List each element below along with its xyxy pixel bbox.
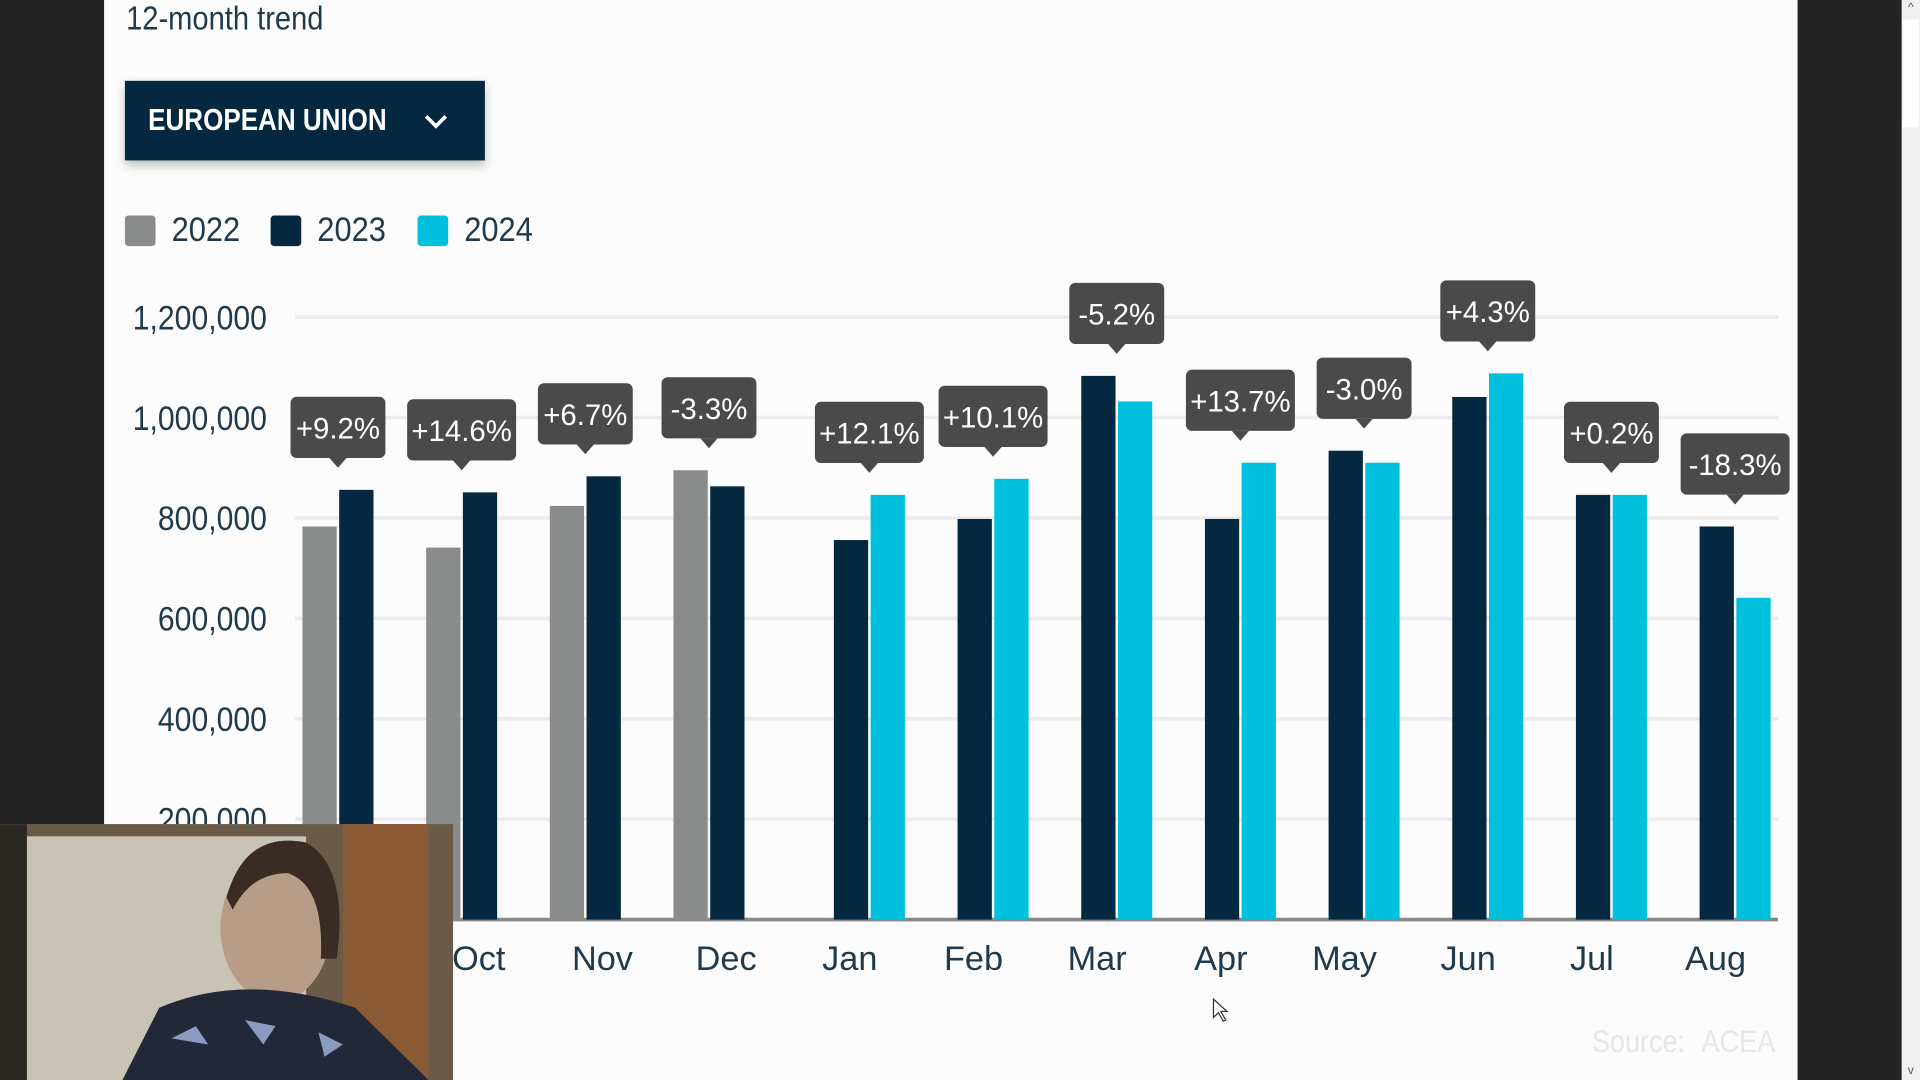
bar-2023 [833, 540, 869, 920]
bar-2023 [1204, 518, 1240, 920]
y-tick-label: 1,200,000 [133, 299, 267, 337]
webcam-overlay [0, 824, 454, 1080]
region-dropdown[interactable]: EUROPEAN UNION [124, 80, 485, 161]
change-label: -5.2% [1078, 298, 1155, 331]
y-tick-label: 800,000 [158, 499, 267, 537]
x-tick-label: Jul [1570, 940, 1614, 978]
x-tick-label: May [1312, 940, 1378, 978]
y-tick-label: 1,000,000 [133, 399, 267, 437]
x-tick-label: Aug [1685, 940, 1746, 978]
y-tick-label: 600,000 [158, 600, 267, 638]
region-dropdown-label: EUROPEAN UNION [148, 102, 387, 138]
x-tick-label: Jan [822, 940, 877, 978]
bar-2022 [549, 505, 585, 920]
change-tooltip-pointer [700, 438, 718, 449]
bar-2023 [1699, 526, 1734, 920]
change-tooltip-box [1680, 433, 1790, 495]
bar-2024 [1488, 373, 1524, 920]
legend-label-2023[interactable]: 2023 [317, 210, 387, 249]
bar-2023 [710, 486, 745, 920]
x-tick-label: Mar [1068, 940, 1127, 978]
change-tooltip-pointer [576, 444, 594, 455]
x-tick-label: Nov [572, 940, 634, 978]
vertical-scrollbar[interactable]: ^ v [1901, 0, 1920, 1080]
bar-2023 [1452, 396, 1487, 920]
bar-2023 [586, 476, 621, 920]
bar-2024 [994, 478, 1029, 920]
x-tick-label: Jun [1441, 940, 1496, 978]
change-label: -3.0% [1326, 373, 1403, 406]
change-label: -3.3% [671, 393, 748, 426]
change-label: +13.7% [1190, 385, 1290, 418]
x-tick-label: Feb [944, 940, 1003, 978]
bar-2023 [462, 492, 498, 920]
source-credit: Source: ACEA [1591, 1022, 1776, 1060]
bar-2024 [1241, 462, 1276, 920]
change-tooltip-box [290, 396, 386, 459]
legend-swatch-2023 [270, 214, 302, 246]
scrollbar-thumb[interactable] [1902, 19, 1919, 128]
bar-2023 [957, 518, 992, 920]
change-tooltip-pointer [1479, 341, 1497, 352]
bar-2023 [1575, 494, 1611, 920]
legend-swatch-2022 [124, 214, 156, 246]
change-tooltip-pointer [1231, 430, 1249, 441]
change-label: +0.2% [1569, 417, 1653, 450]
change-tooltip-pointer [1602, 463, 1621, 473]
bar-2022 [673, 470, 708, 920]
change-tooltip-pointer [329, 458, 347, 468]
bar-2023 [1328, 450, 1363, 920]
chevron-down-icon [424, 114, 448, 129]
change-tooltip-box [1069, 282, 1165, 345]
bar-2024 [870, 494, 905, 920]
change-label: +9.2% [296, 412, 380, 445]
change-label: +10.1% [943, 401, 1043, 434]
change-tooltip-pointer [1108, 344, 1126, 354]
change-label: +14.6% [411, 415, 511, 448]
change-tooltip-box [814, 401, 924, 464]
change-tooltip-box [1316, 357, 1412, 419]
change-tooltip-pointer [860, 463, 878, 473]
legend-label-2024[interactable]: 2024 [463, 210, 533, 249]
x-tick-label: Apr [1194, 940, 1247, 978]
bar-2024 [1117, 401, 1153, 920]
x-tick-label: Dec [696, 940, 757, 978]
legend-swatch-2024 [417, 214, 448, 246]
chart-legend: 2022 2023 2024 [124, 210, 551, 250]
x-tick-label: Oct [452, 940, 506, 978]
change-tooltip-box [1185, 369, 1295, 431]
change-tooltip-pointer [984, 446, 1002, 457]
change-tooltip-box [537, 383, 633, 445]
change-tooltip-pointer [453, 460, 471, 471]
change-tooltip-box [1440, 280, 1536, 342]
webcam-person-image [0, 824, 454, 1080]
bar-2024 [1736, 597, 1771, 920]
bar-2024 [1612, 494, 1647, 920]
y-tick-label: 400,000 [158, 700, 267, 738]
change-tooltip-pointer [1726, 494, 1744, 505]
change-label: +6.7% [543, 399, 627, 432]
change-tooltip-box [661, 377, 757, 439]
change-label: -18.3% [1689, 449, 1782, 482]
legend-label-2022[interactable]: 2022 [171, 210, 241, 249]
mouse-cursor-icon [1212, 997, 1229, 1023]
change-tooltip-box [1563, 401, 1659, 464]
change-label: +12.1% [819, 417, 919, 450]
scroll-up-arrow-icon[interactable]: ^ [1907, 1, 1914, 15]
bar-2023 [1081, 375, 1116, 920]
change-label: +4.3% [1446, 296, 1530, 329]
section-title: 12-month trend [126, 0, 324, 37]
change-tooltip-box [938, 385, 1048, 447]
scroll-down-arrow-icon[interactable]: v [1907, 1064, 1914, 1078]
bar-2024 [1365, 462, 1400, 920]
change-tooltip-pointer [1355, 418, 1373, 429]
change-tooltip-box [407, 399, 517, 461]
